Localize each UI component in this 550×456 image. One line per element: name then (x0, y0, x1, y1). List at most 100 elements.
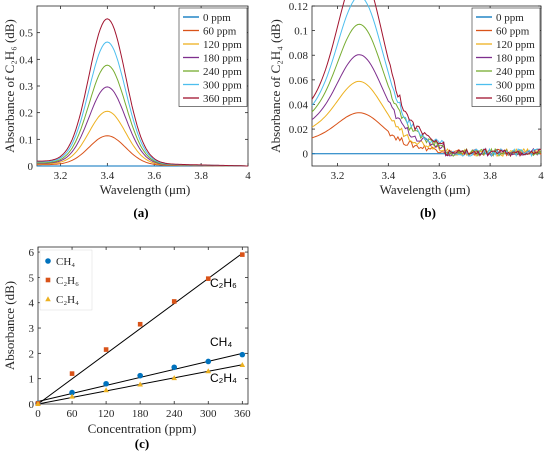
x-tick-label: 360 (234, 408, 251, 420)
plot-frame (37, 246, 249, 405)
data-point (205, 358, 212, 365)
plot-frame (311, 5, 542, 167)
data-point (137, 372, 143, 379)
data-point (69, 389, 75, 396)
data-point (137, 321, 143, 327)
series-line-180-ppm (311, 54, 542, 157)
legend-entry: 0 ppm (496, 12, 524, 24)
data-point (239, 351, 246, 358)
fit-annotation: C₂H₄ (210, 371, 237, 385)
legend-entry: 300 ppm (496, 80, 535, 92)
y-tick-label: 0.02 (289, 124, 308, 136)
y-tick-label: 2 (29, 348, 35, 360)
y-axis-label: Absorbance (dB) (2, 281, 17, 370)
x-tick-label: 3.6 (147, 170, 161, 182)
legend-marker (45, 277, 51, 283)
data-point (137, 381, 143, 387)
y-tick-label: 0.06 (289, 75, 309, 87)
panel-label: (a) (133, 205, 148, 220)
legend-entry: 300 ppm (203, 80, 242, 92)
legend-entry: 120 ppm (496, 39, 535, 51)
legend-entry: 60 ppm (496, 26, 530, 38)
x-axis-label: Wavelength (μm) (100, 182, 191, 197)
series-line-360-ppm (37, 18, 248, 167)
panel-label: (c) (135, 436, 149, 451)
x-tick-label: 3.4 (381, 170, 395, 182)
legend-entry: 180 ppm (203, 53, 242, 65)
legend-entry: CH₄ (56, 256, 75, 268)
y-tick-label: 0 (28, 161, 34, 173)
y-tick-label: 1 (29, 374, 35, 386)
x-tick-label: 3.6 (432, 170, 446, 182)
y-tick-label: 5 (29, 272, 35, 284)
legend-entry: C₂H₆ (56, 275, 79, 287)
chart-0: 3.2 3.4 3.6 3.8 4 0 0.1 0.2 0.3 0.4 0.5 Wavelength … (2, 5, 251, 220)
data-point (240, 252, 245, 257)
data-point (35, 400, 41, 406)
panel-label: (b) (420, 205, 436, 220)
series-line-120-ppm (311, 80, 542, 158)
legend-entry: 360 ppm (496, 93, 535, 105)
y-tick-label: 3 (29, 323, 35, 335)
x-tick-label: 3.8 (483, 170, 497, 182)
y-tick-label: 0.1 (294, 26, 308, 38)
y-tick-label: 0.04 (289, 99, 309, 111)
y-tick-label: 0.4 (19, 54, 33, 66)
legend-entry: 120 ppm (203, 39, 242, 51)
x-tick-label: 0 (35, 408, 41, 420)
y-tick-label: 0.2 (19, 108, 33, 120)
y-axis-label: Absorbance of C₂H₆ (dB) (2, 19, 17, 153)
data-point (205, 276, 211, 281)
data-point (205, 368, 212, 374)
chart-1: 3.2 3.4 3.6 3.8 4 0 0.02 0.04 0.06 0.08 0.1 0.12 Wav… (268, 0, 544, 220)
x-tick-label: 240 (166, 408, 183, 420)
y-tick-label: 0.5 (19, 28, 33, 40)
legend-entry: 240 ppm (203, 66, 242, 78)
data-point (103, 387, 109, 393)
x-tick-label: 3.2 (54, 170, 68, 182)
y-tick-label: 0 (29, 399, 35, 411)
fit-annotation: CH₄ (210, 335, 232, 349)
fit-annotation: C₂H₆ (210, 276, 237, 290)
chart-2: 0 60 120 180 240 300 360 0 1 2 3 4 5 6 Concentration (… (2, 246, 251, 451)
x-tick-label: 300 (200, 408, 217, 420)
series-line-240-ppm (311, 23, 542, 158)
x-tick-label: 4 (538, 170, 544, 182)
data-point (239, 361, 246, 367)
series-line-360-ppm (311, 0, 542, 158)
x-tick-label: 120 (98, 408, 115, 420)
data-point (103, 380, 109, 387)
x-axis-label: Wavelength (μm) (380, 182, 471, 197)
y-tick-label: 0.12 (289, 1, 308, 13)
y-tick-label: 0 (303, 149, 309, 161)
series-line-300-ppm (311, 0, 542, 158)
x-tick-label: 3.4 (100, 170, 114, 182)
data-point (103, 347, 109, 352)
y-tick-label: 4 (29, 298, 35, 310)
legend-entry: 180 ppm (496, 53, 535, 65)
legend-entry: 60 ppm (203, 26, 237, 38)
legend-marker (45, 296, 51, 302)
legend-entry: 0 ppm (203, 12, 231, 24)
series-line-120-ppm (37, 110, 248, 167)
data-point (171, 299, 177, 304)
x-axis-label: Concentration (ppm) (88, 421, 197, 436)
x-tick-label: 60 (67, 408, 79, 420)
y-tick-label: 0.1 (19, 134, 33, 146)
data-point (171, 375, 178, 381)
legend-marker (45, 258, 51, 264)
x-tick-label: 3.8 (194, 170, 208, 182)
legend-entry: 240 ppm (496, 66, 535, 78)
x-tick-label: 4 (245, 170, 251, 182)
data-point (69, 393, 75, 399)
x-tick-label: 3.2 (331, 170, 345, 182)
data-point (69, 371, 75, 376)
legend-entry: C₂H₄ (56, 294, 79, 306)
y-tick-label: 6 (29, 247, 35, 259)
y-tick-label: 0.08 (289, 50, 309, 62)
x-tick-label: 180 (132, 408, 149, 420)
legend-entry: 360 ppm (203, 93, 242, 105)
y-axis-label: Absorbance of C₂H₄ (dB) (268, 19, 283, 153)
data-point (171, 364, 178, 371)
